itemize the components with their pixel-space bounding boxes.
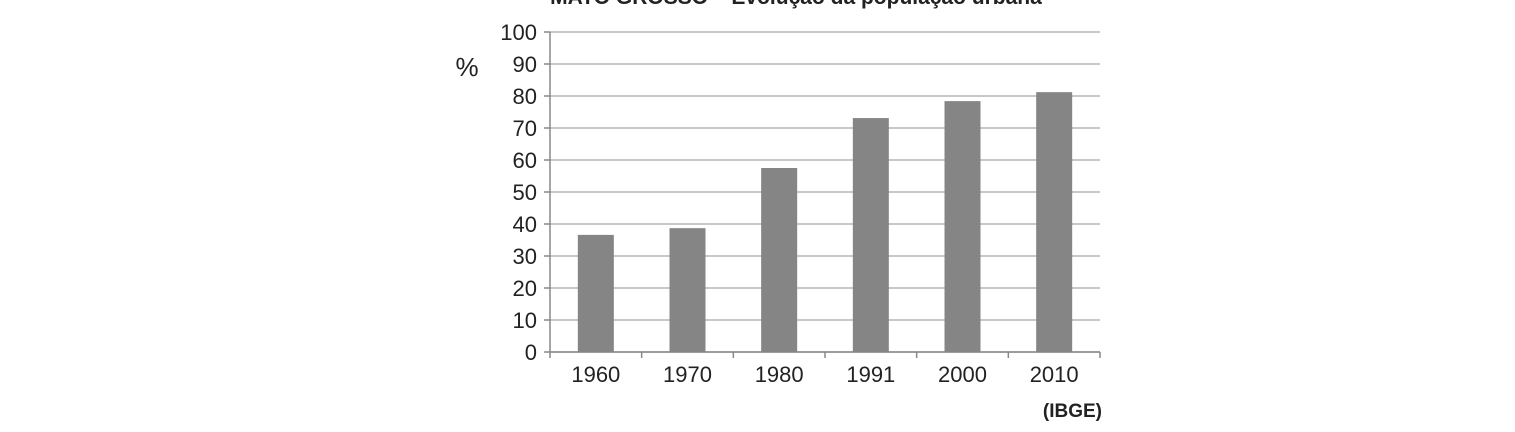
y-tick-label: 40 (513, 212, 537, 237)
y-tick-label: 20 (513, 276, 537, 301)
x-tick-label: 1991 (846, 362, 895, 387)
y-axis-label: % (455, 52, 478, 82)
y-tick-label: 10 (513, 308, 537, 333)
y-tick-label: 90 (513, 52, 537, 77)
bar (1036, 92, 1073, 352)
bar (944, 101, 981, 353)
bar (761, 168, 798, 352)
bar (852, 118, 889, 352)
source: (IBGE) (1043, 401, 1102, 422)
chart-title: MATO GROSSO – Evolução da população urba… (550, 0, 1042, 9)
y-tick-label: 60 (513, 148, 537, 173)
y-tick-label: 30 (513, 244, 537, 269)
y-tick-label: 80 (513, 84, 537, 109)
x-tick-label: 2010 (1030, 362, 1079, 387)
x-tick-label: 2000 (938, 362, 987, 387)
x-tick-label: 1960 (571, 362, 620, 387)
bar (669, 228, 706, 352)
y-tick-label: 50 (513, 180, 537, 205)
x-tick-label: 1970 (663, 362, 712, 387)
x-tick-label: 1980 (755, 362, 804, 387)
bar (577, 234, 614, 352)
y-tick-label: 100 (500, 20, 537, 45)
y-tick-label: 70 (513, 116, 537, 141)
y-tick-label: 0 (525, 340, 537, 365)
